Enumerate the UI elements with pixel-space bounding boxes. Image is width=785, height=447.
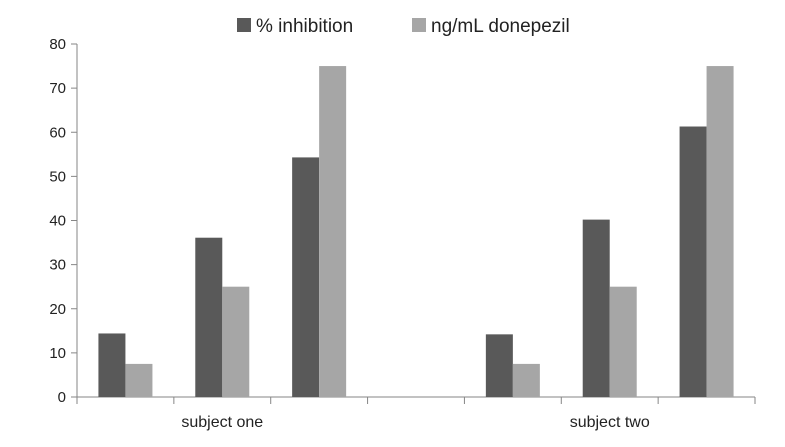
bar-donepezil <box>319 66 347 397</box>
legend-swatch <box>412 18 426 32</box>
bar-donepezil <box>125 363 153 397</box>
bar-inhibition <box>582 219 610 397</box>
y-tick-label: 40 <box>49 213 66 230</box>
bar-donepezil <box>512 363 540 397</box>
y-tick-label: 20 <box>49 301 66 318</box>
legend-label: % inhibition <box>256 16 353 37</box>
legend-swatch <box>237 18 251 32</box>
bar-inhibition <box>292 157 320 397</box>
y-tick-label: 0 <box>58 389 66 406</box>
bars <box>98 66 734 398</box>
y-tick-label: 60 <box>49 124 66 141</box>
legend: % inhibition ng/mL donepezil <box>237 16 570 37</box>
y-tick-label: 70 <box>49 80 66 97</box>
x-category-label: subject two <box>570 414 650 431</box>
bar-inhibition <box>98 333 126 397</box>
y-axis: 0 10 20 30 40 50 60 70 80 <box>49 36 78 406</box>
y-tick-label: 10 <box>49 345 66 362</box>
y-tick-label: 80 <box>49 36 66 53</box>
bar-donepezil <box>706 66 734 397</box>
bar-donepezil <box>609 286 637 397</box>
bar-inhibition <box>679 126 707 398</box>
legend-label: ng/mL donepezil <box>431 16 570 37</box>
bar-donepezil <box>222 286 250 397</box>
bar-inhibition <box>195 237 223 397</box>
bar-inhibition <box>485 334 513 397</box>
y-tick-label: 30 <box>49 257 66 274</box>
x-axis: subject one subject two <box>76 396 756 431</box>
x-category-label: subject one <box>181 414 263 431</box>
y-tick-label: 50 <box>49 168 66 185</box>
